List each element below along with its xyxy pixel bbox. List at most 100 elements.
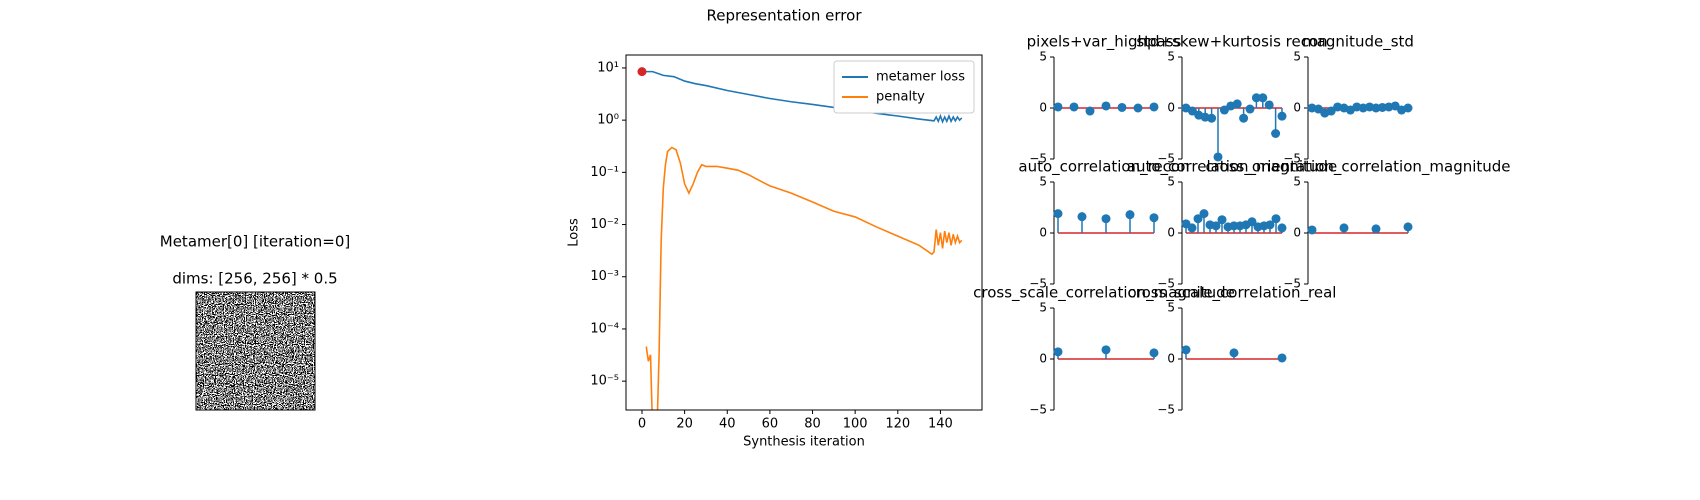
stem [1377,102,1387,112]
stem [1053,102,1063,112]
stem [1229,348,1239,359]
y-tick-label: 10¹ [597,60,619,75]
y-tick-label: 5 [1293,50,1301,64]
stem [1085,106,1095,116]
stem [1101,214,1111,233]
stem [1117,102,1127,112]
stem [1217,215,1227,233]
y-tick-label: 0 [1039,101,1047,115]
y-tick-label: −5 [1283,277,1301,291]
subplot-title: cross_scale_correlation_real [1128,284,1337,303]
y-tick-label: 5 [1293,175,1301,189]
y-tick-label: 0 [1167,226,1175,240]
current-point [637,67,647,77]
stem [1403,103,1413,113]
y-tick-label: 10⁰ [597,113,619,128]
image-title: Metamer[0] [iteration=0] [160,233,350,251]
x-tick-label: 40 [719,417,736,432]
y-tick-label: 5 [1167,175,1175,189]
stem [1271,108,1281,138]
stem-marker [1239,113,1249,123]
stem-marker [1232,99,1242,109]
stem-marker [1403,103,1413,113]
stem [1265,220,1275,233]
stem-marker [1053,209,1063,219]
y-tick-label: 10⁻³ [590,269,619,284]
subplot-title: std+skew+kurtosis recon [1136,33,1327,51]
stem-marker [1271,129,1281,138]
stem-marker [1277,353,1287,363]
stem [1307,225,1317,235]
y-tick-label: −5 [1157,403,1175,417]
y-tick-label: 10⁻⁵ [590,374,619,389]
y-tick-label: −5 [1283,152,1301,166]
chart-title: Representation error [706,7,862,25]
stem [1371,103,1381,113]
stem-marker [1219,105,1229,115]
subplot-title: magnitude_std [1302,33,1414,52]
stem [1133,103,1143,113]
y-tick-label: 0 [1167,101,1175,115]
stem [1245,104,1255,114]
y-axis-label: Loss [567,218,582,247]
subplot-title: cross_scale_correlation_magnitude [973,284,1235,303]
stem [1053,209,1063,233]
stem-marker [1133,103,1143,113]
stem [1371,224,1381,234]
stem-marker [1117,102,1127,112]
stem [1313,104,1323,114]
stem-marker [1207,113,1217,123]
stem [1326,106,1336,116]
stem-marker [1077,212,1087,222]
legend-label: metamer loss [876,70,965,85]
stem-marker [1258,93,1268,103]
stem [1251,93,1261,108]
stem-marker [1326,106,1336,116]
x-tick-label: 120 [885,417,910,432]
stem-marker [1377,102,1387,112]
stem [1187,223,1197,233]
stem-marker [1053,347,1063,357]
stem-marker [1277,111,1287,121]
line-series [645,146,963,410]
stem [1149,348,1159,359]
stem-marker [1069,102,1079,112]
stem [1247,217,1257,233]
stem-marker [1125,210,1135,220]
x-tick-label: 140 [928,417,953,432]
stem [1187,106,1197,116]
stem-marker [1229,348,1239,358]
subplot-title: auto_correlation_magnitude [1127,158,1337,177]
stem [1390,101,1400,111]
stem [1053,347,1063,359]
y-tick-label: −5 [1029,152,1047,166]
y-tick-label: 0 [1293,226,1301,240]
stem-marker [1251,93,1261,103]
stem [1069,102,1079,112]
x-tick-label: 80 [804,417,821,432]
stem-marker [1181,345,1191,355]
y-tick-label: −5 [1157,152,1175,166]
y-tick-label: 0 [1293,101,1301,115]
stem-marker [1053,102,1063,112]
subplot-title: cross_orientation_correlation_magnitude [1205,158,1510,177]
y-tick-label: 0 [1167,352,1175,366]
y-tick-label: 5 [1039,175,1047,189]
y-tick-label: 0 [1039,226,1047,240]
stem-marker [1307,225,1317,235]
stem-marker [1390,101,1400,111]
stem [1277,108,1287,121]
y-tick-label: 5 [1039,301,1047,315]
image-frame [195,291,316,411]
stem-marker [1217,215,1227,225]
y-tick-label: 0 [1039,352,1047,366]
stem-marker [1313,104,1323,114]
stem [1277,223,1287,233]
legend-label: penalty [876,90,925,105]
axes-frame [625,54,983,411]
y-tick-label: 10⁻² [590,217,619,232]
x-tick-label: 100 [843,417,868,432]
y-tick-label: 5 [1039,50,1047,64]
stem-marker [1265,220,1275,230]
